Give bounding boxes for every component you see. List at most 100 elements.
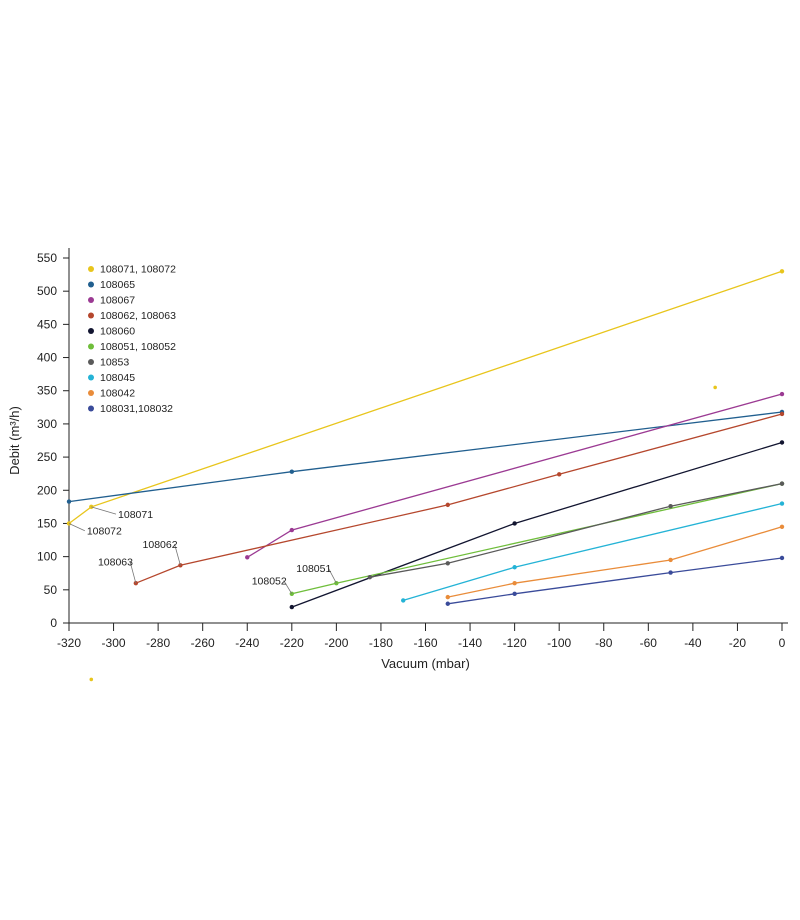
x-tick-label: -200 bbox=[324, 636, 348, 650]
legend-swatch bbox=[88, 281, 94, 288]
legend-item: 108060 bbox=[88, 326, 135, 338]
legend-swatch bbox=[88, 390, 94, 396]
data-point bbox=[512, 591, 517, 596]
x-tick-label: -260 bbox=[191, 636, 215, 650]
legend-label: 108062, 108063 bbox=[100, 310, 176, 322]
annotation-108071: 108071 bbox=[91, 506, 153, 521]
y-tick-label: 400 bbox=[37, 351, 57, 365]
series-108067 bbox=[245, 391, 785, 560]
y-tick-label: 50 bbox=[44, 583, 58, 597]
legend-swatch bbox=[88, 328, 94, 334]
legend-item: 108031,108032 bbox=[88, 403, 173, 415]
data-point bbox=[445, 561, 450, 566]
x-tick-label: -40 bbox=[684, 636, 702, 650]
annotation-108051: 108051 bbox=[296, 563, 337, 584]
legend-label: 10853 bbox=[100, 357, 129, 369]
x-tick-label: 0 bbox=[779, 636, 786, 650]
x-tick-label: -160 bbox=[413, 636, 437, 650]
legend-item: 108071, 108072 bbox=[88, 264, 176, 276]
x-tick-label: -180 bbox=[369, 636, 393, 650]
series-108045 bbox=[401, 501, 785, 603]
legend-swatch bbox=[88, 405, 94, 412]
annotation-leader bbox=[129, 561, 137, 584]
legend-swatch bbox=[88, 297, 94, 303]
series-line bbox=[291, 482, 783, 595]
data-point bbox=[367, 575, 372, 580]
series-108060 bbox=[289, 440, 785, 610]
annotation-leader bbox=[283, 580, 293, 595]
y-tick-label: 350 bbox=[37, 384, 57, 398]
data-point bbox=[512, 565, 517, 570]
legend-swatch bbox=[88, 343, 94, 350]
y-tick-label: 100 bbox=[37, 550, 57, 564]
data-point bbox=[779, 269, 785, 274]
axes: 0 50 100 150 200 250 300 350 400 450 500 550 -320 -30… bbox=[37, 248, 788, 650]
stray-point bbox=[89, 677, 94, 682]
legend-swatch bbox=[88, 374, 94, 381]
legend-item: 108042 bbox=[88, 388, 135, 400]
legend-label: 108067 bbox=[100, 295, 135, 307]
series-line bbox=[68, 411, 783, 503]
y-tick-label: 200 bbox=[37, 483, 57, 497]
annotation-label: 108052 bbox=[252, 576, 287, 588]
annotation-label: 108071 bbox=[118, 509, 153, 521]
legend-label: 108071, 108072 bbox=[100, 264, 176, 276]
x-tick-label: -300 bbox=[102, 636, 126, 650]
data-point bbox=[66, 499, 72, 504]
legend-item: 10853 bbox=[88, 357, 129, 369]
x-tick-label: -140 bbox=[458, 636, 482, 650]
series-line bbox=[447, 526, 783, 598]
series-108062-108063 bbox=[133, 411, 785, 586]
data-point bbox=[289, 469, 295, 474]
data-point bbox=[445, 594, 450, 600]
x-tick-label: -220 bbox=[280, 636, 304, 650]
data-point bbox=[668, 557, 673, 563]
annotation-label: 108051 bbox=[296, 563, 331, 575]
data-point bbox=[512, 580, 517, 586]
legend-label: 108065 bbox=[100, 279, 135, 291]
annotations: 108071 108072 108062 108063 108051 108052 bbox=[68, 506, 337, 595]
data-point bbox=[668, 504, 673, 509]
annotation-label: 108072 bbox=[87, 526, 122, 538]
series-line bbox=[369, 482, 783, 578]
y-tick-label: 550 bbox=[37, 251, 57, 265]
x-tick-label: -120 bbox=[503, 636, 527, 650]
annotation-leader bbox=[174, 543, 181, 566]
data-point bbox=[779, 481, 785, 486]
x-tick-label: -20 bbox=[729, 636, 747, 650]
y-axis-title: Debit (m³/h) bbox=[7, 406, 22, 475]
series-line bbox=[447, 557, 783, 605]
annotation-108072: 108072 bbox=[68, 523, 122, 538]
series-108042 bbox=[445, 524, 785, 600]
y-tick-label: 500 bbox=[37, 284, 57, 298]
legend-label: 108045 bbox=[100, 372, 135, 384]
legend-item: 108067 bbox=[88, 295, 135, 307]
legend-label: 108042 bbox=[100, 388, 135, 400]
x-tick-label: -320 bbox=[57, 636, 81, 650]
series-10853 bbox=[367, 481, 785, 580]
y-tick-label: 300 bbox=[37, 417, 57, 431]
x-tick-label: -240 bbox=[235, 636, 259, 650]
data-point bbox=[245, 555, 250, 560]
series-line bbox=[246, 393, 783, 558]
annotation-leader bbox=[91, 506, 117, 515]
legend-swatch bbox=[88, 266, 94, 272]
annotation-leader bbox=[327, 567, 337, 584]
data-point bbox=[445, 502, 450, 508]
legend-label: 108031,108032 bbox=[100, 403, 173, 415]
x-tick-label: -80 bbox=[595, 636, 613, 650]
series-108031-108032 bbox=[445, 555, 785, 606]
x-tick-label: -280 bbox=[146, 636, 170, 650]
series-lines bbox=[66, 269, 785, 682]
legend-item: 108065 bbox=[88, 279, 135, 291]
data-point bbox=[401, 598, 406, 603]
x-axis-title: Vacuum (mbar) bbox=[381, 656, 470, 671]
data-point bbox=[289, 604, 295, 610]
y-tick-label: 150 bbox=[37, 516, 57, 530]
data-point bbox=[445, 601, 450, 606]
series-line bbox=[135, 413, 783, 584]
legend-swatch bbox=[88, 359, 94, 365]
legend-label: 108060 bbox=[100, 326, 135, 338]
annotation-label: 108063 bbox=[98, 556, 133, 568]
